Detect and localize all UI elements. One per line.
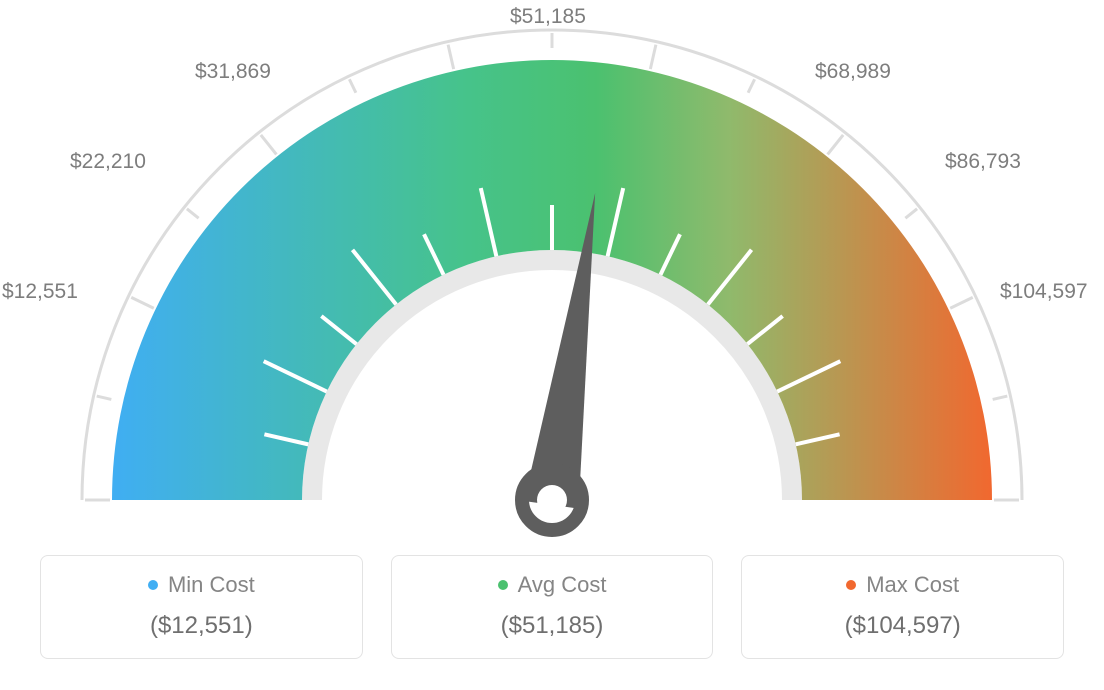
legend-label: Avg Cost [518,572,607,598]
gauge-tick-label: $51,185 [510,5,586,29]
legend-card-max: Max Cost ($104,597) [741,555,1064,659]
legend-title-avg: Avg Cost [498,572,607,598]
legend-card-avg: Avg Cost ($51,185) [391,555,714,659]
cost-gauge-widget: $12,551 $22,210 $31,869 $51,185 $68,989 $86,7… [0,0,1104,690]
gauge-tick-label: $12,551 [2,280,78,304]
legend-card-min: Min Cost ($12,551) [40,555,363,659]
legend-label: Min Cost [168,572,255,598]
gauge-tick-label: $31,869 [195,60,271,84]
legend-title-min: Min Cost [148,572,255,598]
gauge-tick-label: $104,597 [1000,280,1088,304]
dot-icon [498,580,508,590]
legend-row: Min Cost ($12,551) Avg Cost ($51,185) Ma… [40,555,1064,659]
legend-value-avg: ($51,185) [402,612,703,640]
legend-label: Max Cost [866,572,959,598]
dot-icon [148,580,158,590]
legend-value-min: ($12,551) [51,612,352,640]
gauge: $12,551 $22,210 $31,869 $51,185 $68,989 $86,7… [0,0,1104,540]
gauge-tick-label: $86,793 [945,150,1021,174]
dot-icon [846,580,856,590]
gauge-svg [0,0,1104,540]
gauge-tick-label: $22,210 [70,150,146,174]
gauge-tick-label: $68,989 [815,60,891,84]
legend-title-max: Max Cost [846,572,959,598]
legend-value-max: ($104,597) [752,612,1053,640]
